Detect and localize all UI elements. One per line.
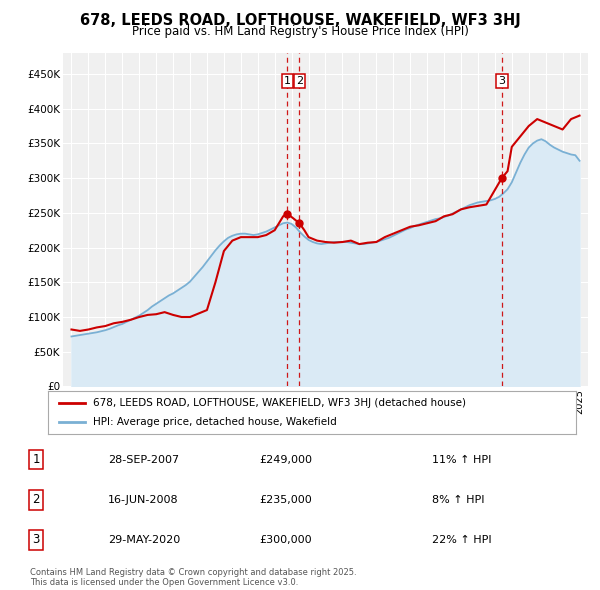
Text: 28-SEP-2007: 28-SEP-2007	[108, 455, 179, 464]
Text: 29-MAY-2020: 29-MAY-2020	[108, 535, 180, 545]
Text: Contains HM Land Registry data © Crown copyright and database right 2025.
This d: Contains HM Land Registry data © Crown c…	[30, 568, 356, 587]
Text: 8% ↑ HPI: 8% ↑ HPI	[432, 495, 485, 504]
Text: 2: 2	[32, 493, 40, 506]
Text: 1: 1	[284, 76, 291, 86]
Text: 1: 1	[32, 453, 40, 466]
Text: Price paid vs. HM Land Registry's House Price Index (HPI): Price paid vs. HM Land Registry's House …	[131, 25, 469, 38]
Text: 678, LEEDS ROAD, LOFTHOUSE, WAKEFIELD, WF3 3HJ (detached house): 678, LEEDS ROAD, LOFTHOUSE, WAKEFIELD, W…	[93, 398, 466, 408]
Text: £235,000: £235,000	[259, 495, 312, 504]
Text: 22% ↑ HPI: 22% ↑ HPI	[432, 535, 491, 545]
Text: 16-JUN-2008: 16-JUN-2008	[108, 495, 179, 504]
Text: £300,000: £300,000	[259, 535, 312, 545]
Text: 678, LEEDS ROAD, LOFTHOUSE, WAKEFIELD, WF3 3HJ: 678, LEEDS ROAD, LOFTHOUSE, WAKEFIELD, W…	[80, 13, 520, 28]
Text: HPI: Average price, detached house, Wakefield: HPI: Average price, detached house, Wake…	[93, 417, 337, 427]
Text: 3: 3	[32, 533, 40, 546]
Text: 3: 3	[498, 76, 505, 86]
Text: 11% ↑ HPI: 11% ↑ HPI	[432, 455, 491, 464]
Text: 2: 2	[296, 76, 303, 86]
Text: £249,000: £249,000	[259, 455, 312, 464]
